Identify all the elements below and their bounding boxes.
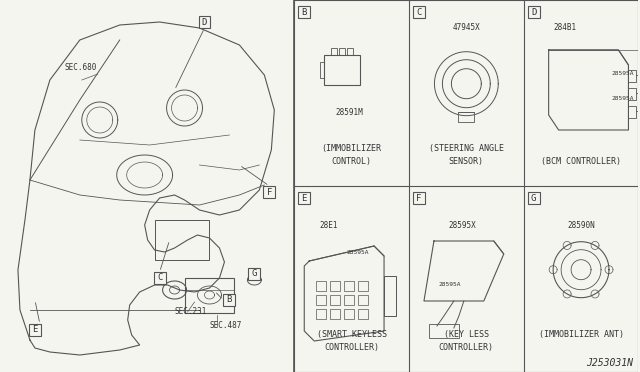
Text: C: C xyxy=(416,7,422,16)
Text: SEC.680: SEC.680 xyxy=(65,63,97,72)
Bar xyxy=(413,6,425,18)
Text: SEC.231: SEC.231 xyxy=(175,307,207,316)
Bar xyxy=(429,324,459,338)
Bar xyxy=(198,16,211,28)
Bar xyxy=(330,309,340,319)
Bar xyxy=(358,281,368,291)
Bar xyxy=(344,295,354,305)
Text: CONTROL): CONTROL) xyxy=(332,157,372,166)
Text: 28590N: 28590N xyxy=(567,221,595,230)
Bar xyxy=(358,295,368,305)
Text: (STEERING ANGLE: (STEERING ANGLE xyxy=(429,144,504,153)
Bar xyxy=(330,281,340,291)
Text: 47945X: 47945X xyxy=(452,23,480,32)
Bar xyxy=(316,309,326,319)
Text: D: D xyxy=(202,17,207,26)
Text: SENSOR): SENSOR) xyxy=(449,157,484,166)
Bar xyxy=(29,324,41,336)
Bar xyxy=(528,6,540,18)
Text: D: D xyxy=(531,7,536,16)
Bar xyxy=(263,186,275,198)
Bar xyxy=(154,272,166,284)
Bar xyxy=(184,278,234,313)
Bar xyxy=(155,220,209,260)
Bar xyxy=(298,6,310,18)
Text: G: G xyxy=(531,193,536,202)
Text: CONTROLLER): CONTROLLER) xyxy=(439,343,494,352)
Bar xyxy=(320,62,324,78)
Bar xyxy=(324,55,360,85)
Bar xyxy=(347,48,353,55)
Bar xyxy=(339,48,345,55)
Text: (SMART KEYLESS: (SMART KEYLESS xyxy=(317,330,387,339)
Bar xyxy=(331,48,337,55)
Text: 28E1: 28E1 xyxy=(319,221,338,230)
Text: 28595A: 28595A xyxy=(439,282,461,287)
Text: (KEY LESS: (KEY LESS xyxy=(444,330,489,339)
Text: 28595A: 28595A xyxy=(346,250,369,255)
Bar xyxy=(248,268,260,280)
Text: CONTROLLER): CONTROLLER) xyxy=(324,343,379,352)
Bar xyxy=(330,295,340,305)
Bar xyxy=(298,192,310,204)
Bar xyxy=(628,106,636,118)
Bar xyxy=(316,281,326,291)
Text: J253031N: J253031N xyxy=(586,358,634,368)
Bar xyxy=(384,276,396,316)
Bar xyxy=(628,88,636,100)
Text: B: B xyxy=(301,7,307,16)
Bar xyxy=(413,192,425,204)
Text: G: G xyxy=(252,269,257,279)
Text: F: F xyxy=(416,193,422,202)
Text: C: C xyxy=(157,273,163,282)
Bar xyxy=(528,192,540,204)
Bar xyxy=(316,295,326,305)
Text: 28595A: 28595A xyxy=(611,71,634,76)
Bar xyxy=(344,281,354,291)
Text: (IMMOBILIZER: (IMMOBILIZER xyxy=(322,144,381,153)
Text: 28591M: 28591M xyxy=(335,108,363,117)
Text: 284B1: 284B1 xyxy=(554,23,577,32)
Text: E: E xyxy=(32,326,38,334)
Text: E: E xyxy=(301,193,307,202)
Text: 28595A: 28595A xyxy=(611,96,634,101)
Text: (BCM CONTROLLER): (BCM CONTROLLER) xyxy=(541,157,621,166)
Text: B: B xyxy=(227,295,232,305)
Bar xyxy=(358,309,368,319)
Text: (IMMOBILIZER ANT): (IMMOBILIZER ANT) xyxy=(539,330,623,339)
Bar xyxy=(344,309,354,319)
Text: 28595X: 28595X xyxy=(449,221,477,230)
Text: SEC.487: SEC.487 xyxy=(209,321,242,330)
Bar xyxy=(628,70,636,82)
Bar xyxy=(0,0,294,372)
Bar xyxy=(223,294,236,306)
Text: F: F xyxy=(267,187,272,196)
Bar xyxy=(458,112,474,122)
